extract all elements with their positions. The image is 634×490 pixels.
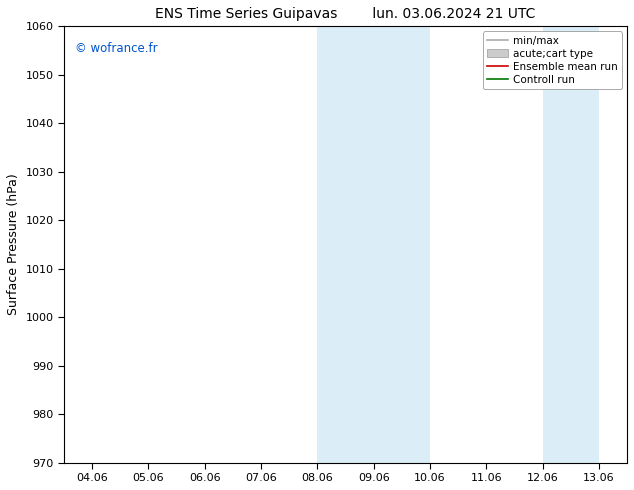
Legend: min/max, acute;cart type, Ensemble mean run, Controll run: min/max, acute;cart type, Ensemble mean … xyxy=(482,31,622,89)
Y-axis label: Surface Pressure (hPa): Surface Pressure (hPa) xyxy=(7,173,20,316)
Title: ENS Time Series Guipavas        lun. 03.06.2024 21 UTC: ENS Time Series Guipavas lun. 03.06.2024… xyxy=(155,7,536,21)
Text: © wofrance.fr: © wofrance.fr xyxy=(75,42,158,54)
Bar xyxy=(543,26,599,463)
Bar xyxy=(318,26,430,463)
